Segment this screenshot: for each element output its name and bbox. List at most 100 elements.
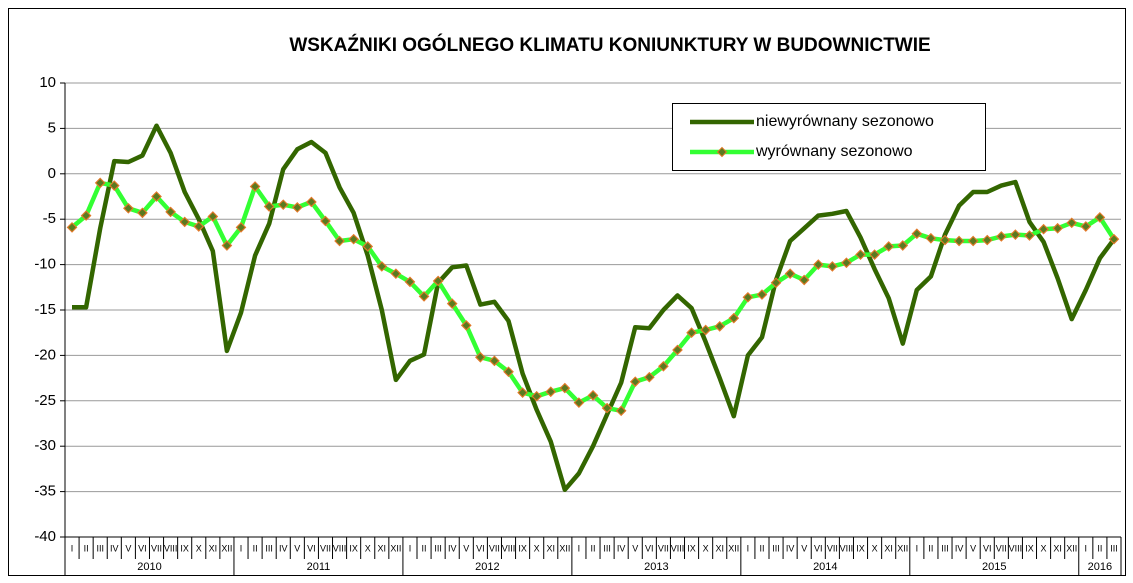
x-tick-label: III [96, 543, 104, 553]
legend-marker [716, 146, 728, 158]
x-tick-label: IV [279, 543, 288, 553]
y-tick-label: 10 [39, 74, 56, 91]
marker [658, 360, 669, 372]
marker [545, 386, 557, 398]
x-tick-label: VIII [840, 543, 854, 553]
x-tick-label: II [590, 543, 595, 553]
marker [742, 291, 754, 303]
marker [827, 261, 838, 272]
x-tick-label: XI [378, 543, 387, 553]
x-tick-label: IX [180, 543, 189, 553]
x-tick-label: I [916, 543, 919, 553]
marker [770, 277, 782, 289]
marker [1094, 212, 1106, 223]
x-tick-label: XII [390, 543, 401, 553]
marker [1010, 229, 1021, 240]
x-tick-label: II [928, 543, 933, 553]
marker [883, 241, 895, 252]
x-tick-label: I [71, 543, 74, 553]
year-label: 2012 [475, 561, 499, 573]
marker [812, 259, 824, 270]
marker [714, 320, 726, 332]
x-tick-label: IV [110, 543, 119, 553]
marker [66, 222, 78, 233]
x-tick-label: III [603, 543, 611, 553]
x-tick-label: XII [1066, 543, 1077, 553]
marker [517, 387, 528, 398]
year-label: 2013 [644, 561, 668, 573]
marker [629, 376, 641, 388]
marker [573, 397, 585, 408]
x-tick-label: XI [547, 543, 556, 553]
marker [1024, 230, 1035, 241]
marker [123, 202, 134, 214]
marker [193, 221, 205, 232]
marker [418, 291, 430, 302]
year-label: 2014 [813, 561, 837, 573]
marker [94, 177, 106, 189]
marker [756, 289, 768, 300]
x-tick-label: V [463, 543, 469, 553]
x-tick-label: XI [209, 543, 218, 553]
x-tick-label: VI [645, 543, 654, 553]
marker [1066, 217, 1078, 229]
x-tick-label: III [265, 543, 273, 553]
x-tick-label: I [1085, 543, 1088, 553]
x-tick-label: IV [955, 543, 964, 553]
x-tick-label: III [772, 543, 780, 553]
chart-title: WSKAŹNIKI OGÓLNEGO KLIMATU KONIUNKTURY W… [289, 34, 930, 56]
x-tick-label: X [1041, 543, 1047, 553]
x-tick-label: V [294, 543, 300, 553]
marker [432, 275, 444, 287]
marker [320, 215, 331, 227]
y-tick-label: -25 [34, 392, 56, 409]
x-tick-label: II [253, 543, 258, 553]
marker [869, 249, 880, 260]
x-tick-label: VII [151, 543, 162, 553]
marker [911, 228, 923, 240]
marker [531, 390, 543, 402]
legend-label: wyrównany sezonowo [755, 143, 913, 160]
marker [784, 268, 796, 280]
x-tick-label: VII [320, 543, 331, 553]
x-tick-label: IV [786, 543, 795, 553]
x-tick-label: XI [1053, 543, 1062, 553]
y-tick-label: 5 [48, 119, 56, 136]
marker [207, 211, 219, 222]
legend-box [672, 103, 986, 171]
marker [179, 216, 191, 228]
x-tick-label: VI [138, 543, 147, 553]
marker [151, 191, 162, 202]
marker [643, 371, 655, 383]
x-tick-label: VI [983, 543, 992, 553]
x-tick-label: III [941, 543, 949, 553]
y-tick-label: -20 [34, 346, 56, 363]
x-tick-label: VI [476, 543, 485, 553]
marker [855, 249, 866, 260]
marker [348, 233, 359, 245]
y-tick-label: -30 [34, 437, 56, 454]
x-tick-label: VII [489, 543, 500, 553]
legend-label: niewyrównany sezonowo [756, 113, 934, 130]
year-label: 2016 [1088, 561, 1112, 573]
marker [376, 261, 388, 272]
marker [277, 199, 289, 211]
year-label: 2015 [982, 561, 1006, 573]
x-tick-label: XII [559, 543, 570, 553]
x-tick-label: IX [687, 543, 696, 553]
marker [137, 207, 148, 219]
x-tick-label: VI [814, 543, 823, 553]
x-tick-label: VI [307, 543, 316, 553]
x-tick-label: V [801, 543, 807, 553]
marker [601, 402, 613, 414]
marker [925, 232, 937, 244]
marker [390, 268, 402, 280]
x-tick-label: X [872, 543, 878, 553]
marker [503, 366, 514, 378]
x-tick-label: IX [349, 543, 358, 553]
x-tick-label: IX [518, 543, 527, 553]
x-tick-label: VIII [1009, 543, 1023, 553]
marker [559, 382, 571, 394]
marker [334, 235, 345, 247]
